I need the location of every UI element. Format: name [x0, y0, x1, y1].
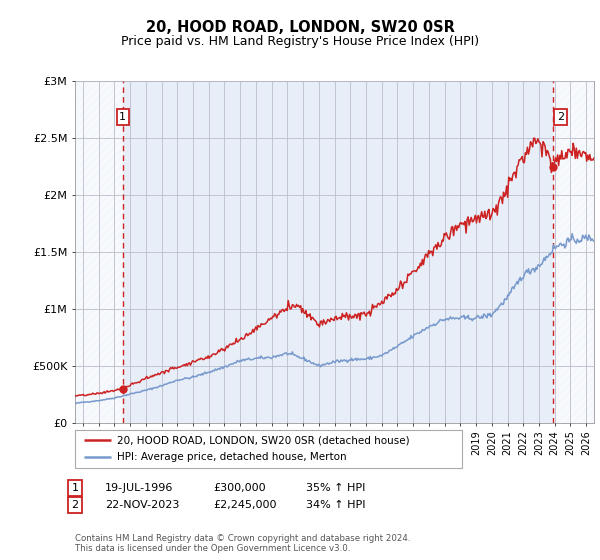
Text: Contains HM Land Registry data © Crown copyright and database right 2024.
This d: Contains HM Land Registry data © Crown c… [75, 534, 410, 553]
Text: £300,000: £300,000 [213, 483, 266, 493]
Text: 2: 2 [71, 500, 79, 510]
Text: 20, HOOD ROAD, LONDON, SW20 0SR: 20, HOOD ROAD, LONDON, SW20 0SR [146, 20, 454, 35]
Text: 1: 1 [119, 112, 127, 122]
Text: 2: 2 [557, 112, 565, 122]
Text: £2,245,000: £2,245,000 [213, 500, 277, 510]
Bar [75, 81, 123, 423]
Text: 1: 1 [71, 483, 79, 493]
Text: 20, HOOD ROAD, LONDON, SW20 0SR (detached house): 20, HOOD ROAD, LONDON, SW20 0SR (detache… [117, 435, 410, 445]
Text: 22-NOV-2023: 22-NOV-2023 [105, 500, 179, 510]
Text: HPI: Average price, detached house, Merton: HPI: Average price, detached house, Mert… [117, 452, 347, 462]
Text: 34% ↑ HPI: 34% ↑ HPI [306, 500, 365, 510]
Bar [553, 81, 594, 423]
Text: 35% ↑ HPI: 35% ↑ HPI [306, 483, 365, 493]
Text: Price paid vs. HM Land Registry's House Price Index (HPI): Price paid vs. HM Land Registry's House … [121, 35, 479, 48]
Text: 19-JUL-1996: 19-JUL-1996 [105, 483, 173, 493]
